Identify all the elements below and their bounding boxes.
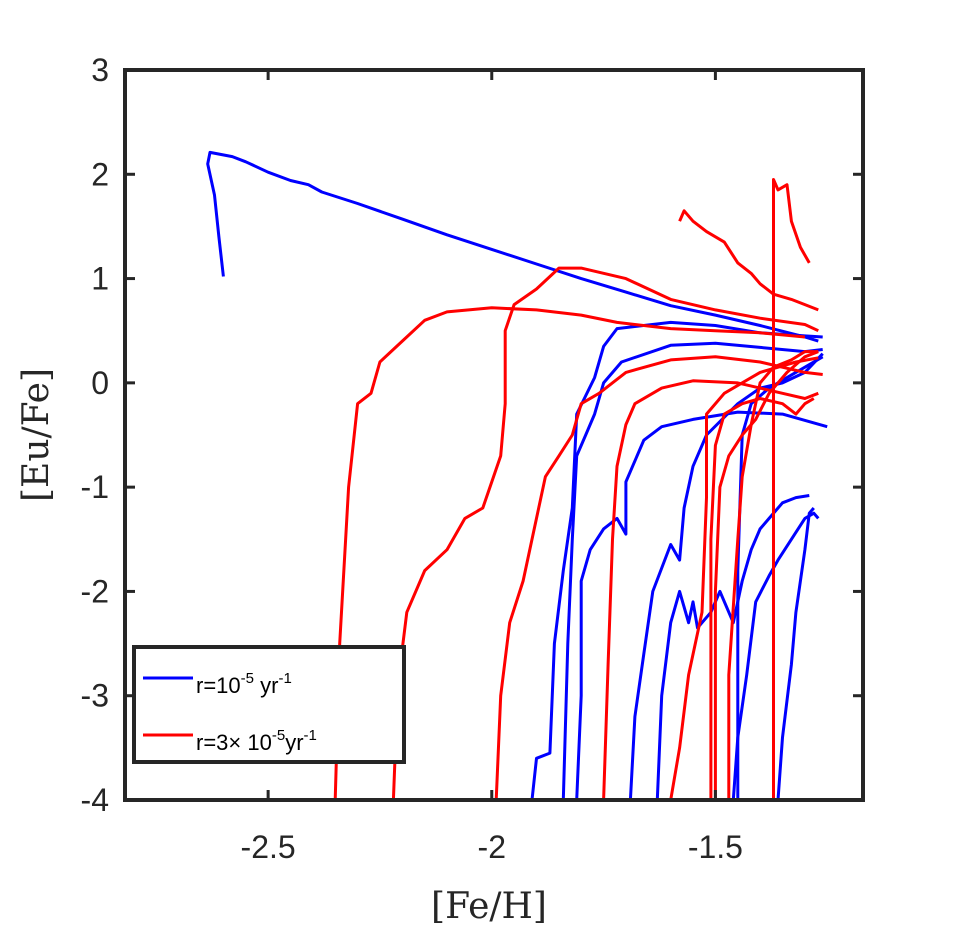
series-1-track-6 xyxy=(713,350,819,800)
legend: r=10-5 yr-1 r=3× 10-5yr-1 xyxy=(132,645,406,764)
y-tick-label: -3 xyxy=(81,678,109,714)
series-1-track-3 xyxy=(602,379,819,801)
tick-layer: -2.5 -2 -1.5 -4 -3 -2 -1 0 1 2 3 xyxy=(81,52,863,865)
series-0-track-2 xyxy=(561,341,823,801)
series-1-track-7 xyxy=(727,350,819,800)
y-tick-label: 2 xyxy=(91,156,109,192)
series-0-track-0 xyxy=(206,150,819,343)
legend-label-blue: r=10-5 yr-1 xyxy=(196,670,292,698)
y-tick-label: -2 xyxy=(81,573,109,609)
y-tick-label: 1 xyxy=(91,261,109,297)
series-1-track-0 xyxy=(333,306,806,801)
series-1-track-5 xyxy=(709,397,815,800)
series-0-track-3 xyxy=(575,410,828,801)
series-1-track-1 xyxy=(391,266,819,801)
series-1-track-8 xyxy=(772,178,811,800)
plot-frame xyxy=(123,68,865,802)
y-tick-label: 3 xyxy=(91,52,109,88)
x-tick-label: -1.5 xyxy=(688,829,743,865)
series-0-track-1 xyxy=(530,320,823,801)
series-1-track-4 xyxy=(669,356,819,801)
x-tick-label: -2 xyxy=(478,829,506,865)
x-axis-label: [Fe/H] xyxy=(431,886,547,927)
series-0 xyxy=(206,150,828,801)
y-tick-label: -4 xyxy=(81,782,109,818)
series-0-track-7 xyxy=(776,507,815,801)
series-1-track-9 xyxy=(678,209,819,312)
series-1 xyxy=(333,178,823,801)
x-tick-label: -2.5 xyxy=(241,829,296,865)
legend-box xyxy=(132,645,406,764)
series-layer xyxy=(206,150,828,801)
y-axis-label: [Eu/Fe] xyxy=(16,368,57,502)
series-0-track-6 xyxy=(731,511,820,801)
y-tick-label: 0 xyxy=(91,365,109,401)
legend-label-red: r=3× 10-5yr-1 xyxy=(196,727,317,755)
series-1-track-2 xyxy=(494,355,823,801)
y-tick-label: -1 xyxy=(81,469,109,505)
